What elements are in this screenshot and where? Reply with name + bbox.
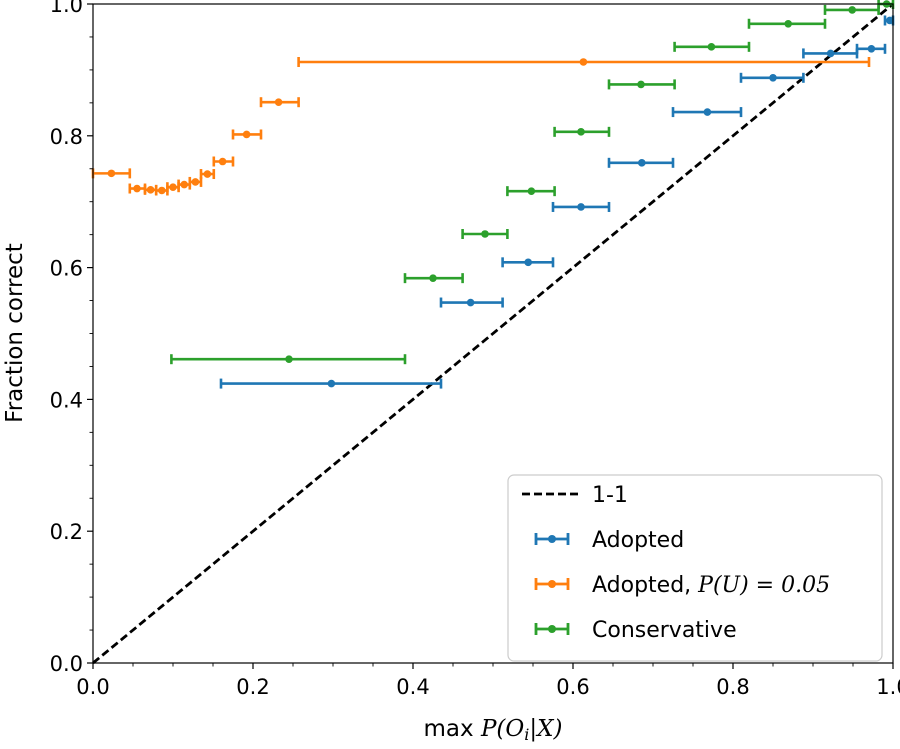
series-2-point-4	[577, 128, 585, 136]
y-tick-label-1: 0.2	[50, 520, 83, 544]
legend-label-adopted: Adopted	[592, 528, 684, 553]
series-2-point-0	[285, 355, 293, 364]
legend-marker-conservative-dot	[548, 625, 556, 633]
x-tick-label-3: 0.6	[556, 675, 589, 699]
series-0-point-4	[638, 159, 646, 167]
series-1-point-3	[158, 186, 166, 195]
series-2-point-3	[527, 187, 536, 195]
series-0-point-5	[703, 108, 712, 116]
legend-marker-adopted-dot	[548, 535, 556, 543]
series-0-point-3	[577, 203, 585, 211]
series-1-point-0	[107, 169, 116, 178]
legend-box	[507, 474, 883, 662]
legend-label-conservative: Conservative	[592, 618, 737, 643]
y-tick-label-0: 0.0	[50, 652, 83, 676]
series-1-point-6	[191, 178, 200, 186]
y-ticks: 0.0 0.2 0.4 0.6 0.8 1.0	[50, 0, 93, 676]
y-tick-label-5: 1.0	[50, 0, 83, 17]
legend-label-adopted-pu-math: P(U) = 0.05	[697, 573, 830, 598]
series-2-point-1	[429, 274, 437, 282]
series-0-point-0	[327, 379, 336, 388]
series-1-point-9	[242, 130, 251, 139]
legend: 1-1 Adopted Adopted, P(U) = 0.05 Conserv…	[507, 474, 883, 662]
series-0-point-1	[466, 298, 475, 307]
series-1-point-2	[146, 186, 155, 194]
series-1-point-7	[203, 170, 212, 178]
x-tick-label-5: 1.0	[876, 675, 900, 699]
legend-marker-adopted-pu-dot	[548, 580, 556, 588]
legend-label-reference: 1-1	[592, 483, 628, 508]
legend-entry-adopted-pu: Adopted, P(U) = 0.05	[534, 573, 830, 598]
series-2-point-2	[481, 230, 489, 238]
series-2-point-8	[848, 6, 856, 14]
legend-entry-adopted: Adopted	[534, 528, 684, 553]
series-2-point-6	[707, 43, 716, 51]
x-axis-label-subscript: i	[524, 725, 529, 744]
x-axis-label-prefix: max	[424, 716, 474, 742]
x-tick-label-4: 0.8	[716, 675, 749, 699]
series-0-point-2	[524, 258, 532, 267]
y-tick-label-2: 0.4	[50, 388, 83, 412]
y-axis-label: Fraction correct	[2, 243, 28, 423]
x-tick-label-1: 0.2	[236, 675, 269, 699]
x-axis-label-math-end: |X)	[529, 716, 562, 742]
series-1-point-4	[169, 183, 177, 192]
x-axis-label: max P(Oi|X)	[424, 716, 563, 744]
legend-label-adopted-pu: Adopted, P(U) = 0.05	[592, 573, 830, 598]
y-tick-label-4: 0.8	[50, 125, 83, 149]
series-1-point-11	[579, 58, 588, 66]
series-1-point-5	[180, 180, 188, 189]
series-1	[91, 56, 871, 196]
legend-entry-reference: 1-1	[522, 483, 628, 508]
reference-line-layer	[92, 2, 894, 665]
series-1-point-8	[218, 157, 227, 166]
x-axis-label-math: P(O	[480, 716, 524, 742]
series-0	[219, 15, 895, 389]
series-1-point-10	[274, 98, 283, 106]
series-2-point-7	[784, 19, 792, 28]
x-tick-label-2: 0.4	[396, 675, 429, 699]
series-0-point-6	[769, 74, 777, 82]
series-0-point-9	[886, 16, 894, 25]
x-tick-label-0: 0.0	[76, 675, 109, 699]
series-1-point-1	[133, 184, 141, 193]
legend-label-adopted-pu-text: Adopted,	[592, 573, 698, 598]
series-2-point-5	[637, 80, 645, 89]
legend-entry-conservative: Conservative	[534, 618, 737, 643]
series-0-point-7	[826, 49, 835, 58]
reference-line-1-1	[92, 2, 894, 665]
x-ticks: 0.0 0.2 0.4 0.6 0.8 1.0	[76, 663, 900, 699]
series-0-point-8	[867, 45, 876, 53]
y-tick-label-3: 0.6	[50, 257, 83, 281]
